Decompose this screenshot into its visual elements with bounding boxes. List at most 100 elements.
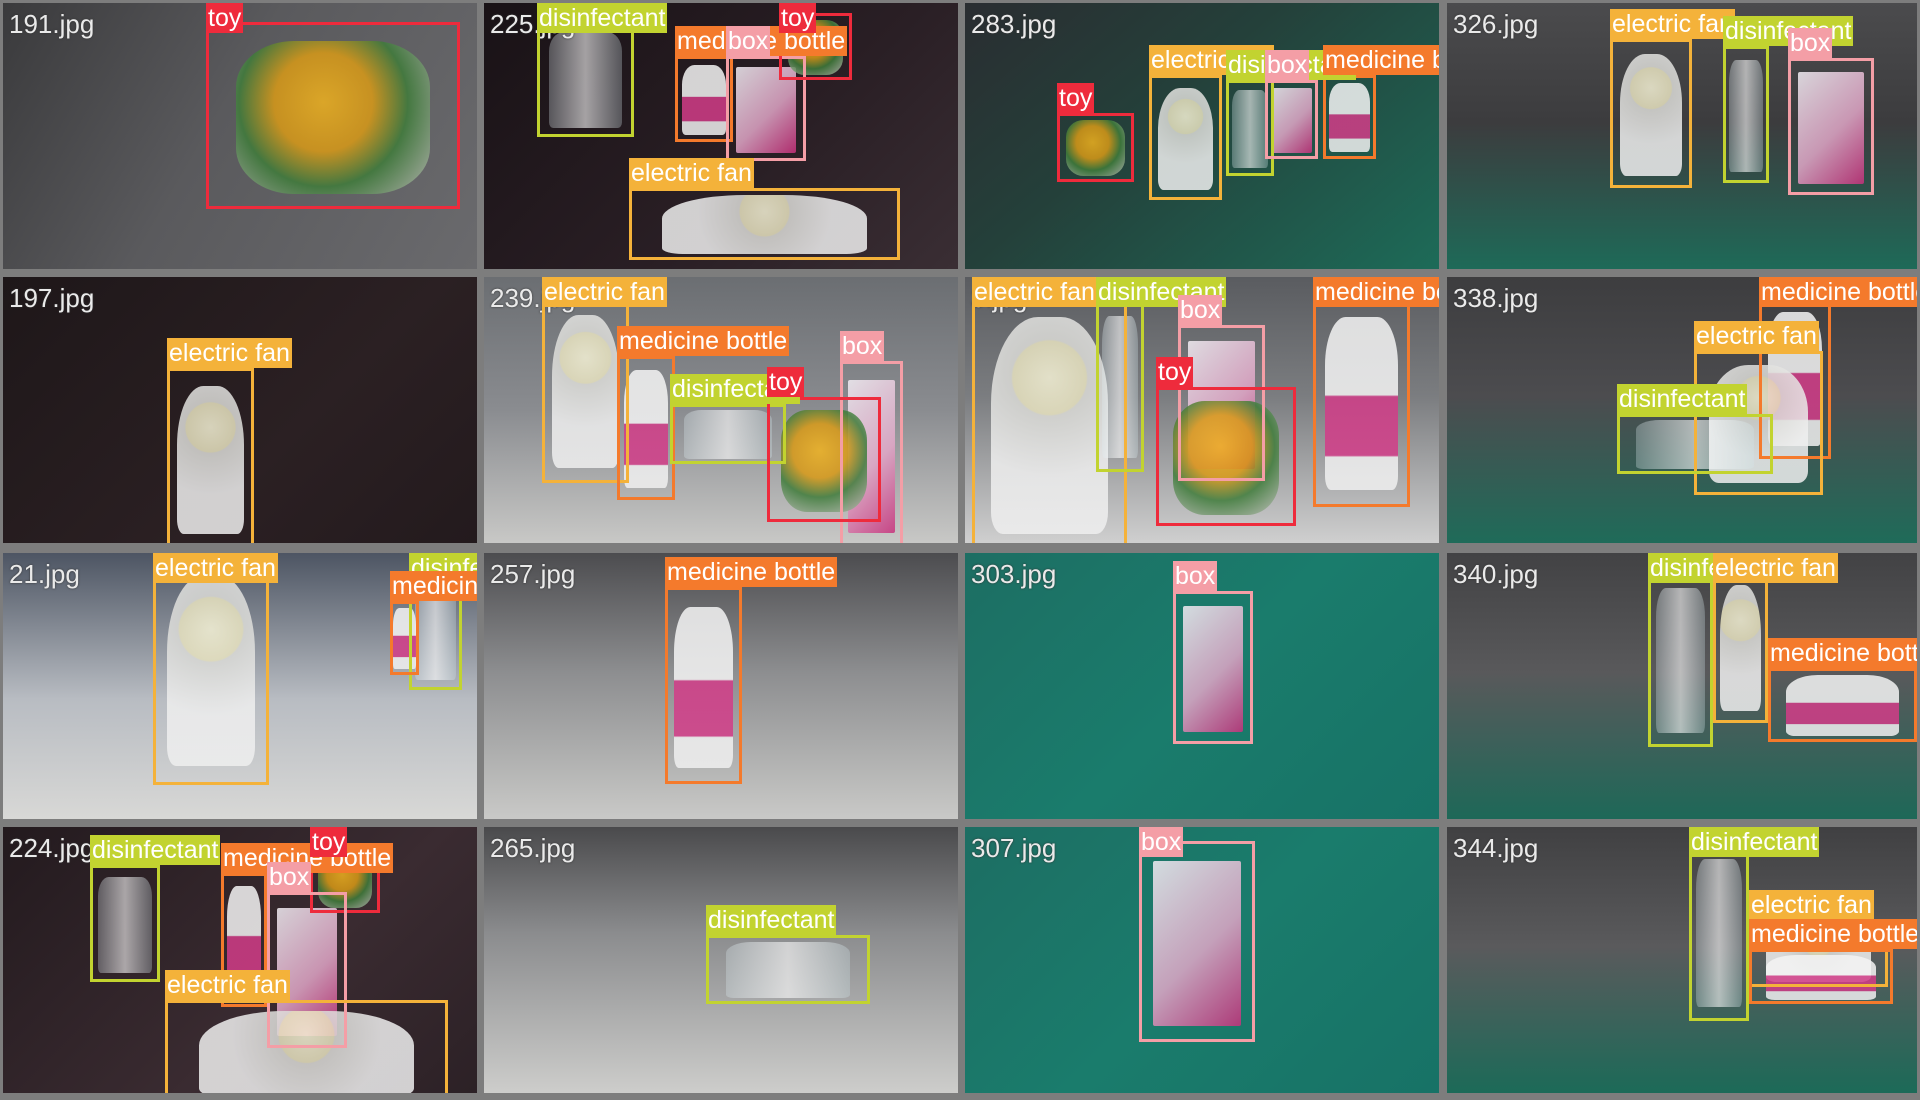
bounding-box <box>542 296 629 483</box>
class-label: medicine bottle <box>1313 277 1439 307</box>
bounding-box <box>726 56 806 161</box>
bounding-box <box>1788 58 1874 195</box>
object-box <box>1182 606 1244 732</box>
object-toy <box>1066 119 1125 177</box>
bounding-box <box>840 361 903 543</box>
bounding-box <box>390 601 419 675</box>
image-tile: 191.jpg toy <box>3 3 477 269</box>
bounding-box <box>665 587 742 784</box>
class-label: box <box>267 862 312 892</box>
file-name: 340.jpg <box>1453 559 1539 589</box>
object-toy <box>236 40 430 195</box>
object-electric-fan <box>1619 53 1683 177</box>
bounding-box <box>1173 591 1253 744</box>
object-disinfectant <box>98 876 152 973</box>
bounding-box <box>1149 75 1222 200</box>
class-label: toy <box>1057 83 1095 113</box>
object-toy <box>1172 400 1280 515</box>
class-label: box <box>1178 295 1223 325</box>
object-disinfectant <box>1231 89 1269 169</box>
class-label: electric fan <box>1610 9 1735 39</box>
image-tile: 239.jpg electric fan medicine bottle box dis… <box>484 277 958 543</box>
class-label: box <box>1788 28 1833 58</box>
class-label: toy <box>767 367 805 397</box>
object-disinfectant <box>1696 859 1742 1007</box>
object-box <box>1271 87 1312 153</box>
file-name: 283.jpg <box>971 9 1057 39</box>
object-box <box>735 66 797 153</box>
bounding-box <box>670 404 786 464</box>
photo-background <box>484 827 958 1093</box>
bounding-box <box>1178 325 1265 481</box>
bounding-box <box>1265 80 1318 159</box>
bounding-box <box>537 20 634 137</box>
bounding-box <box>1096 299 1144 472</box>
bounding-box <box>167 368 254 543</box>
bounding-box <box>1156 387 1296 526</box>
image-tile: 265.jpg disinfectant <box>484 827 958 1093</box>
class-label: medicine bottle <box>1768 638 1917 668</box>
bounding-box <box>1648 570 1713 747</box>
file-name: 257.jpg <box>490 559 576 589</box>
object-disinfectant <box>1655 587 1706 733</box>
file-name: 338.jpg <box>1453 283 1539 313</box>
class-label: box <box>840 331 885 361</box>
bounding-box <box>675 56 733 142</box>
bounding-box <box>1139 841 1255 1042</box>
class-label: medicine bottle <box>617 326 790 356</box>
class-label: disinfectant <box>1617 384 1748 414</box>
class-label: electric fan <box>1713 553 1838 583</box>
class-label: disinfectant <box>706 905 837 935</box>
class-label: medicine bottle <box>665 557 838 587</box>
object-medicine-bottle <box>623 370 669 489</box>
class-label: box <box>1173 561 1218 591</box>
class-label: medicine bottle <box>1749 919 1917 949</box>
class-label: electric fan <box>165 970 290 1000</box>
bounding-box <box>706 935 870 1004</box>
class-label: electric fan <box>1694 321 1819 351</box>
image-tile: 224.jpg disinfectant medicine bottle toy box… <box>3 827 477 1093</box>
object-medicine-bottle <box>1329 83 1370 153</box>
image-tile: 307.jpg box <box>965 827 1439 1093</box>
object-disinfectant <box>725 941 851 999</box>
object-medicine-bottle <box>1766 954 1876 1000</box>
bounding-box <box>1694 351 1823 495</box>
object-disinfectant <box>683 410 773 460</box>
bounding-box <box>1617 414 1773 474</box>
class-label: toy <box>779 3 817 33</box>
object-electric-fan <box>198 1010 415 1093</box>
bounding-box <box>1713 570 1768 723</box>
bounding-box <box>153 553 269 785</box>
class-label: box <box>726 26 771 56</box>
object-electric-fan <box>552 314 619 469</box>
bounding-box <box>1226 80 1274 176</box>
class-label: disinfectant <box>537 3 668 33</box>
class-label: electric fan <box>167 338 292 368</box>
file-name: 21.jpg <box>9 559 80 589</box>
bounding-box <box>165 1000 448 1093</box>
bounding-box <box>1323 75 1376 159</box>
object-electric-fan <box>177 386 244 534</box>
object-medicine-bottle <box>1785 675 1900 737</box>
class-label: electric fan <box>153 553 278 583</box>
class-label: toy <box>310 827 348 857</box>
object-electric-fan <box>990 317 1109 534</box>
bounding-box <box>1749 949 1893 1004</box>
image-tile: 303.jpg box <box>965 553 1439 819</box>
object-toy <box>780 409 868 512</box>
class-label: electric fan <box>629 158 754 188</box>
image-tile: 197.jpg electric fan <box>3 277 477 543</box>
class-label: medicine bottle <box>1759 277 1917 307</box>
class-label: box <box>1139 827 1184 857</box>
bounding-box <box>1768 668 1917 742</box>
file-name: 265.jpg <box>490 833 576 863</box>
bounding-box <box>90 865 160 982</box>
bounding-box <box>1313 296 1410 507</box>
